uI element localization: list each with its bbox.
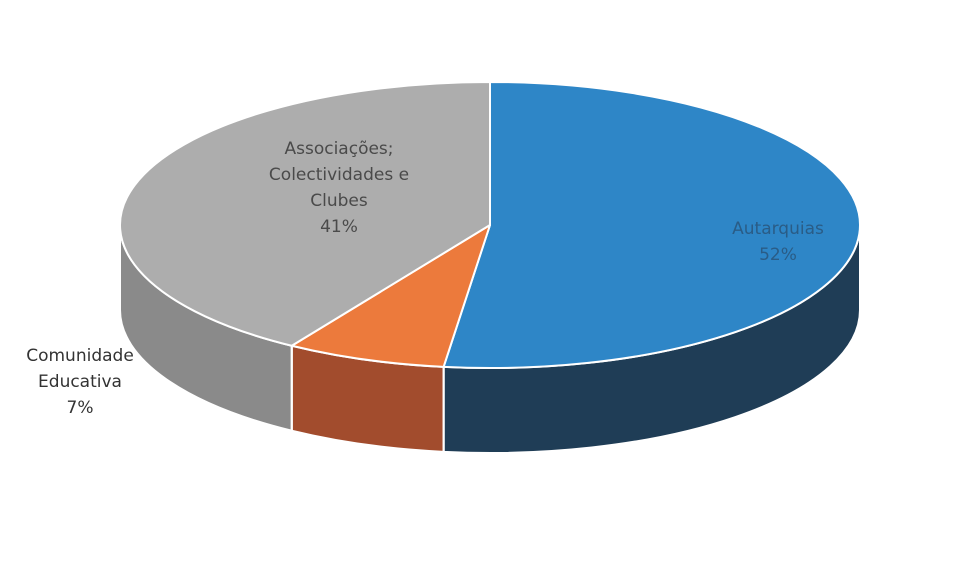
- pie-label-line: Comunidade: [26, 346, 134, 366]
- pie-label-comunidade-educativa: Comunidade Educativa 7%: [26, 346, 134, 418]
- pie-label-percent: 7%: [67, 398, 94, 418]
- pie-slice-autarquias: [442, 81, 861, 369]
- pie-label-line: Educativa: [38, 372, 122, 392]
- pie-label-percent: 41%: [320, 217, 358, 237]
- pie-label-autarquias: Autarquias 52%: [732, 219, 824, 265]
- pie-slice-comunidade-educativa: [290, 224, 491, 368]
- pie-slice-associacoes: [119, 81, 491, 347]
- pie-label-line: Clubes: [310, 191, 368, 211]
- pie-slices: [119, 81, 861, 369]
- pie-label-associacoes: Associações; Colectividades e Clubes 41%: [269, 139, 409, 237]
- pie-label-line: Autarquias: [732, 219, 824, 239]
- pie-label-line: Colectividades e: [269, 165, 409, 185]
- pie-label-line: Associações;: [284, 139, 393, 159]
- pie-labels: Autarquias 52% Comunidade Educativa 7% Associ…: [26, 139, 824, 418]
- pie-label-percent: 52%: [759, 245, 797, 265]
